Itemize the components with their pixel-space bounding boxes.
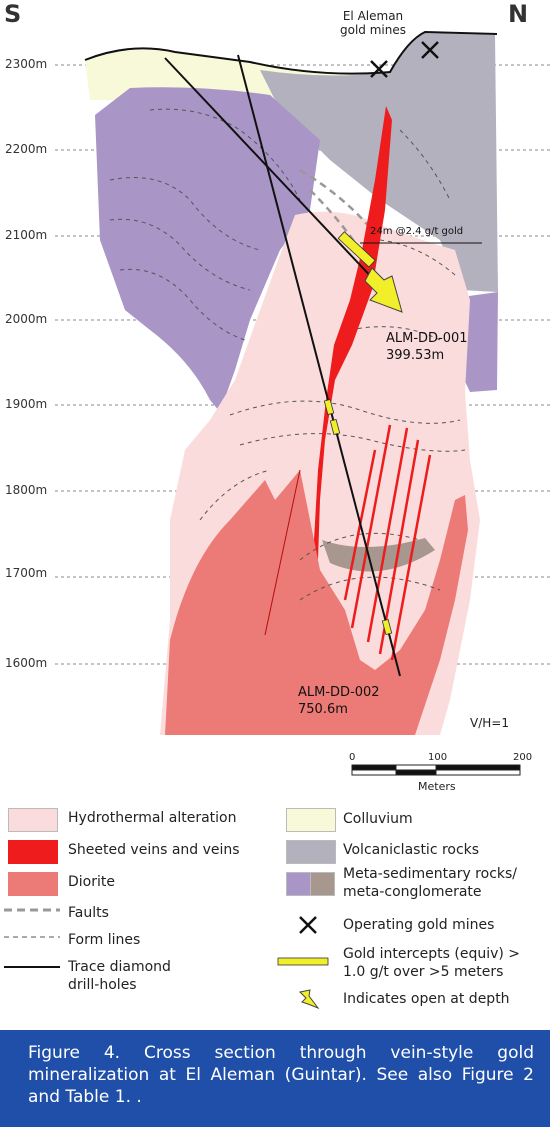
- legend-swatch-hydrothermal: [8, 808, 58, 832]
- mines-label: El Aleman gold mines: [340, 9, 406, 37]
- hole-001-name: ALM-DD-001: [386, 331, 468, 346]
- scale-tick-label: 0: [349, 752, 356, 763]
- elevation-label: 2100m: [5, 228, 48, 242]
- intercept-label: 24m @2.4 g/t gold: [370, 226, 464, 237]
- form-lines: [109, 108, 466, 601]
- legend-label-intercepts: Gold intercepts (equiv) > 1.0 g/t over >…: [343, 946, 521, 980]
- legend-symbol-form-lines: [4, 936, 60, 938]
- south-label: S: [4, 0, 22, 28]
- open-at-depth-arrow: [364, 267, 403, 313]
- legend-label-form-lines: Form lines: [68, 932, 141, 948]
- scale-tick-label: 200: [513, 752, 533, 763]
- elevation-label: 1900m: [5, 397, 48, 411]
- mine-symbol-1: [370, 60, 388, 78]
- surface-line: [84, 30, 498, 75]
- gold-intercepts: [323, 231, 393, 636]
- elevation-label: 2000m: [5, 312, 48, 326]
- legend-intercept-icon: [277, 957, 329, 966]
- legend-label-open: Indicates open at depth: [343, 991, 510, 1007]
- elevation-label: 1800m: [5, 483, 48, 497]
- elevation-label: 2300m: [5, 57, 48, 71]
- metased-area-left: [95, 87, 320, 413]
- hole-002-name: ALM-DD-002: [298, 685, 380, 700]
- north-label: N: [508, 0, 529, 28]
- legend-swatch-metased-purple: [286, 872, 311, 896]
- hole-001-label: ALM-DD-001 399.53m: [386, 330, 468, 364]
- legend-arrow-icon: [298, 989, 320, 1010]
- legend-swatch-volcaniclastic: [286, 840, 336, 864]
- drill-hole-001-trace: [164, 57, 394, 301]
- figure-caption-box: Figure 4. Cross section through vein-sty…: [0, 1030, 550, 1127]
- legend-swatch-veins: [8, 840, 58, 864]
- legend-swatch-metased-brown: [310, 872, 335, 896]
- elevation-label: 1700m: [5, 566, 48, 580]
- legend-label-colluvium: Colluvium: [343, 811, 413, 827]
- scale-bar: [351, 764, 521, 776]
- diorite-area: [165, 470, 468, 735]
- ratio-label: V/H=1: [470, 716, 509, 730]
- scale-unit-label: Meters: [418, 780, 456, 793]
- legend-label-drill-holes: Trace diamond drill-holes: [68, 959, 171, 993]
- mine-symbol-2: [421, 41, 439, 59]
- legend-swatch-colluvium: [286, 808, 336, 832]
- legend-label-faults: Faults: [68, 905, 109, 921]
- legend-symbol-drill-holes: [4, 966, 60, 968]
- legend-label-diorite: Diorite: [68, 874, 115, 890]
- legend-label-veins: Sheeted veins and veins: [68, 842, 240, 858]
- cross-section-diagram: [55, 30, 550, 776]
- figure-caption: Figure 4. Cross section through vein-sty…: [28, 1043, 534, 1107]
- legend-symbol-faults: [4, 908, 60, 912]
- hole-002-label: ALM-DD-002 750.6m: [298, 684, 380, 718]
- hole-001-depth: 399.53m: [386, 348, 445, 363]
- main-vein: [314, 106, 392, 560]
- drill-hole-002-trace: [237, 54, 401, 677]
- scale-tick-label: 100: [428, 752, 448, 763]
- legend-label-metased: Meta-sedimentary rocks/ meta-conglomerat…: [343, 866, 518, 900]
- legend-label-hydrothermal: Hydrothermal alteration: [68, 810, 237, 826]
- hole-002-depth: 750.6m: [298, 702, 348, 717]
- thin-vein-left: [264, 469, 301, 636]
- legend-swatch-diorite: [8, 872, 58, 896]
- elevation-label: 2200m: [5, 142, 48, 156]
- legend-label-volcaniclastic: Volcaniclastic rocks: [343, 842, 480, 858]
- legend-mines-icon: [299, 916, 317, 934]
- elevation-label: 1600m: [5, 656, 48, 670]
- legend-label-mines: Operating gold mines: [343, 917, 495, 933]
- metased-brown-inclusion: [322, 538, 435, 572]
